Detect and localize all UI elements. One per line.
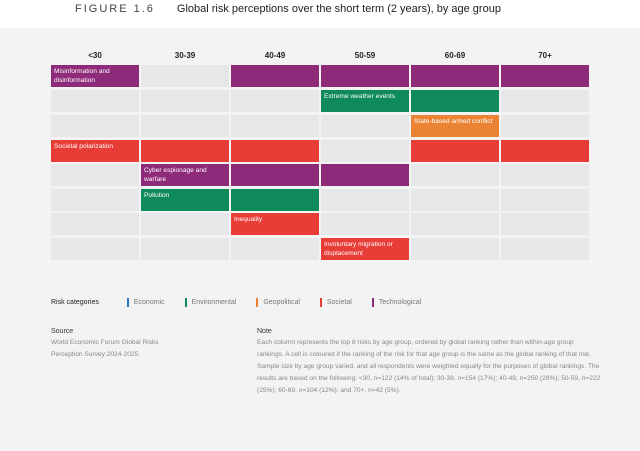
risk-label: Societal polarization bbox=[54, 143, 114, 150]
risk-cell-empty bbox=[51, 189, 139, 211]
risk-label: Cyber espionage and warfare bbox=[144, 167, 207, 183]
risk-cell-empty bbox=[321, 115, 409, 137]
risk-cell-coloured bbox=[411, 90, 499, 112]
risk-label: Pollution bbox=[144, 192, 170, 199]
note-text: Each column represents the top 8 risks b… bbox=[257, 339, 601, 394]
risk-cell-coloured bbox=[411, 140, 499, 162]
risk-cell-empty bbox=[51, 90, 139, 112]
legend-item: Environmental bbox=[184, 298, 237, 307]
legend-swatch bbox=[126, 298, 129, 307]
column-header: <30 bbox=[88, 51, 102, 60]
legend-swatch bbox=[319, 298, 322, 307]
risk-cell-empty bbox=[51, 238, 139, 260]
risk-label: Extreme weather events bbox=[324, 93, 396, 100]
risk-cell-coloured: State-based armed conflict bbox=[411, 115, 499, 137]
risk-cell-empty bbox=[501, 238, 589, 260]
risk-cell-coloured: Societal polarization bbox=[51, 140, 139, 162]
risk-cell-empty bbox=[501, 213, 589, 235]
figure-label: FIGURE 1.6 bbox=[75, 3, 155, 15]
column-header: 40-49 bbox=[264, 51, 286, 60]
risk-cell-empty bbox=[411, 213, 499, 235]
column-header: 30-39 bbox=[174, 51, 196, 60]
risk-cell-coloured: Extreme weather events bbox=[321, 90, 409, 112]
risk-cell-coloured bbox=[141, 140, 229, 162]
risk-cell-empty bbox=[501, 164, 589, 186]
risk-cell-coloured: Inequality bbox=[231, 213, 319, 235]
column-header: 70+ bbox=[538, 51, 552, 60]
legend: Risk categories Economic Environmental Geo… bbox=[51, 298, 421, 307]
risk-cell-coloured bbox=[411, 65, 499, 87]
legend-swatch bbox=[184, 298, 187, 307]
risk-cell-empty bbox=[231, 238, 319, 260]
legend-label: Economic bbox=[133, 299, 165, 306]
source-text: World Economic Forum Global Risks Percep… bbox=[51, 339, 159, 358]
column-header: 50-59 bbox=[354, 51, 376, 60]
risk-cell-empty bbox=[501, 189, 589, 211]
risk-cell-empty bbox=[501, 90, 589, 112]
legend-item: Technological bbox=[371, 298, 422, 307]
risk-cell-empty bbox=[411, 164, 499, 186]
risk-cell-empty bbox=[231, 115, 319, 137]
risk-cell-empty bbox=[141, 115, 229, 137]
risk-cell-coloured bbox=[501, 140, 589, 162]
risk-cell-coloured bbox=[321, 65, 409, 87]
legend-label: Societal bbox=[326, 299, 352, 306]
risk-cell-coloured: Cyber espionage and warfare bbox=[141, 164, 229, 186]
risk-cell-coloured: Involuntary migration or displacement bbox=[321, 238, 409, 260]
risk-label: Inequality bbox=[234, 216, 263, 223]
legend-item: Geopolitical bbox=[256, 298, 300, 307]
risk-cell-coloured: Pollution bbox=[141, 189, 229, 211]
legend-item: Societal bbox=[319, 298, 352, 307]
risk-cell-empty bbox=[231, 90, 319, 112]
risk-label: Misinformation and disinformation bbox=[54, 68, 110, 84]
risk-cell-empty bbox=[51, 164, 139, 186]
legend-label: Geopolitical bbox=[263, 299, 300, 306]
risk-cell-empty bbox=[411, 238, 499, 260]
column-header: 60-69 bbox=[444, 51, 466, 60]
risk-cell-empty bbox=[501, 115, 589, 137]
note-heading: Note bbox=[257, 328, 272, 335]
risk-cell-empty bbox=[51, 115, 139, 137]
legend-label: Technological bbox=[378, 299, 422, 306]
risk-cell-empty bbox=[51, 213, 139, 235]
chart-title: Global risk perceptions over the short t… bbox=[176, 3, 501, 15]
risk-cell-coloured bbox=[321, 164, 409, 186]
legend-swatch bbox=[256, 298, 259, 307]
risk-cell-empty bbox=[321, 140, 409, 162]
risk-cell-empty bbox=[141, 238, 229, 260]
legend-swatch bbox=[371, 298, 374, 307]
legend-item: Economic bbox=[126, 298, 165, 307]
risk-cell-coloured bbox=[231, 65, 319, 87]
risk-cell-coloured bbox=[231, 140, 319, 162]
figure-title: FIGURE 1.6 Global risk perceptions over t… bbox=[75, 3, 501, 15]
risk-cell-empty bbox=[141, 213, 229, 235]
risk-cell-empty bbox=[141, 90, 229, 112]
risk-cell-empty bbox=[141, 65, 229, 87]
risk-label: State-based armed conflict bbox=[414, 118, 493, 125]
source-heading: Source bbox=[51, 328, 74, 335]
legend-label: Environmental bbox=[191, 299, 237, 306]
legend-title: Risk categories bbox=[51, 299, 99, 306]
risk-cell-coloured bbox=[501, 65, 589, 87]
risk-cell-empty bbox=[321, 213, 409, 235]
risk-cell-coloured bbox=[231, 164, 319, 186]
risk-label: Involuntary migration or displacement bbox=[324, 241, 393, 257]
risk-cell-empty bbox=[411, 189, 499, 211]
risk-cell-coloured: Misinformation and disinformation bbox=[51, 65, 139, 87]
risk-cell-coloured bbox=[231, 189, 319, 211]
risk-cell-empty bbox=[321, 189, 409, 211]
